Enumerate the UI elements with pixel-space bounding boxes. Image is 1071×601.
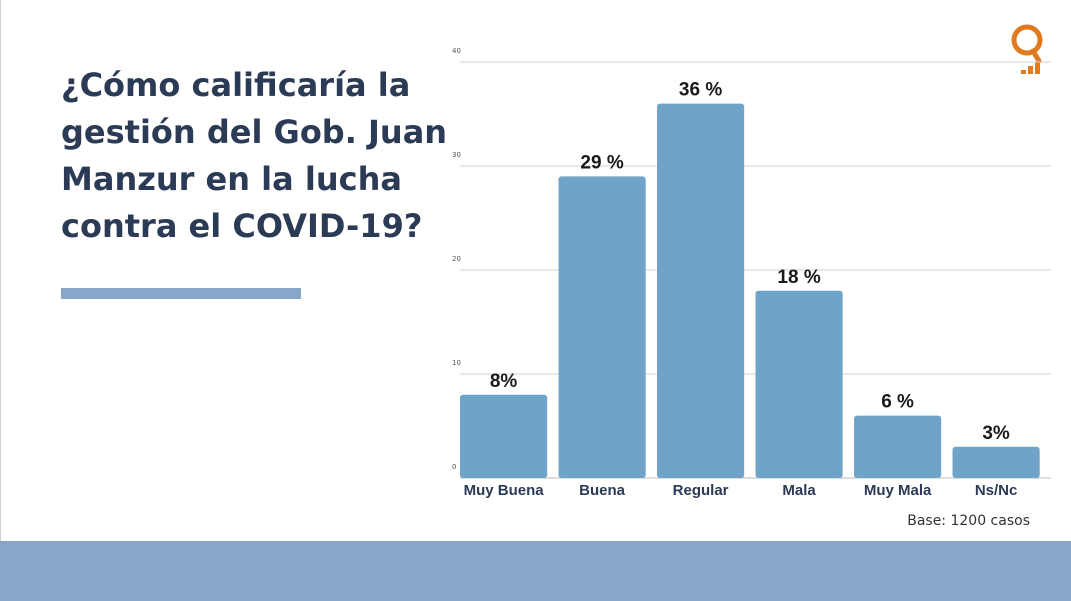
slide-left-border: [0, 0, 1, 541]
x-category-label: Buena: [579, 482, 626, 499]
x-category-label: Ns/Nc: [975, 482, 1018, 499]
x-category-label: Mala: [782, 482, 816, 499]
bar: [657, 103, 745, 478]
y-tick-label: 0: [452, 463, 456, 471]
x-category-label: Muy Mala: [864, 482, 932, 499]
y-tick-label: 20: [452, 255, 461, 263]
bar: [558, 176, 646, 478]
y-tick-label: 40: [452, 47, 461, 55]
base-note: Base: 1200 casos: [907, 513, 1030, 529]
bar-chart: 0 10 20 30 40 8% Muy Buena 29 % Buena 36 % Regular…: [452, 47, 1051, 499]
bar-value-label: 18 %: [777, 267, 820, 288]
x-category-label: Muy Buena: [464, 482, 545, 499]
bar: [854, 415, 942, 478]
bar: [755, 290, 843, 478]
bar-value-label: 3%: [982, 423, 1010, 444]
bar: [952, 446, 1040, 478]
bar-value-label: 8%: [490, 371, 518, 392]
bar: [460, 394, 548, 478]
bar-value-label: 6 %: [881, 392, 914, 413]
x-category-label: Regular: [673, 482, 729, 499]
title-underline-bar: [61, 288, 301, 299]
q-bars-logo-icon: [1011, 24, 1043, 74]
footer-band: [0, 541, 1071, 601]
y-tick-label: 30: [452, 151, 461, 159]
y-tick-label: 10: [452, 359, 461, 367]
bar-value-label: 36 %: [679, 80, 722, 101]
bar-value-label: 29 %: [580, 152, 623, 173]
slide-title: ¿Cómo calificaría la gestión del Gob. Ju…: [61, 66, 448, 245]
